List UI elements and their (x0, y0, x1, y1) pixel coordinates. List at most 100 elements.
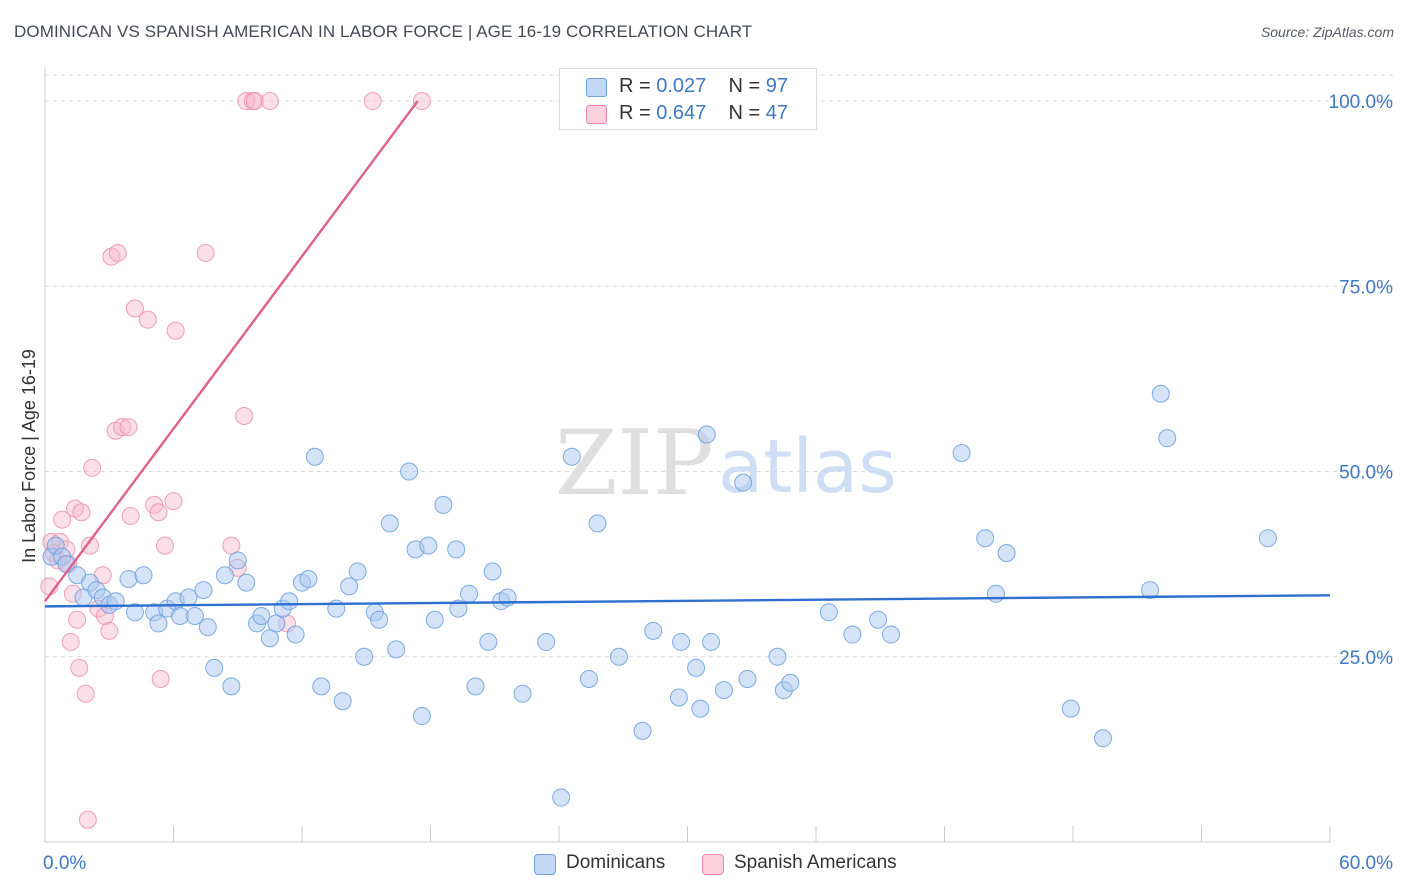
dominican-point (672, 632, 691, 651)
spanish-american-point (155, 536, 174, 555)
legend-label-dominicans: Dominicans (566, 852, 666, 873)
dominican-point (479, 632, 498, 651)
dominican-point (819, 603, 838, 622)
legend-swatch-blue (534, 854, 556, 875)
spanish-american-point (76, 684, 95, 703)
dominican-point (881, 625, 900, 644)
legend-n-label: N = (728, 102, 766, 124)
y-tick-label: 100.0% (1329, 92, 1394, 113)
spanish-american-point (412, 92, 431, 111)
dominican-point (149, 614, 168, 633)
spanish-american-points (40, 92, 431, 829)
spanish-american-point (125, 299, 144, 318)
watermark-atlas: atlas (718, 424, 897, 510)
dominican-point (348, 562, 367, 581)
dominican-point (781, 673, 800, 692)
dominican-point (1093, 729, 1112, 748)
spanish-american-point (70, 658, 89, 677)
dominican-point (537, 632, 556, 651)
dominican-point (260, 629, 279, 648)
dominican-point (434, 495, 453, 514)
correlation-legend: R = 0.027 N = 97 R = 0.647 N = 47 (559, 68, 817, 130)
dominican-point (714, 681, 733, 700)
legend-n-value: 97 (765, 75, 789, 97)
legend-r-label: R = (619, 102, 657, 124)
spanish-american-point (138, 310, 157, 329)
x-tick-label-max: 60.0% (1339, 853, 1393, 874)
axes (44, 68, 1331, 843)
dominican-point (1258, 529, 1277, 548)
dominican-point (1158, 429, 1177, 448)
dominican-point (419, 536, 438, 555)
dominican-point (1061, 699, 1080, 718)
source-label: Source: ZipAtlas.com (1260, 24, 1394, 40)
spanish-american-point (164, 492, 183, 511)
dominican-point (286, 625, 305, 644)
dominican-point (198, 618, 217, 637)
dominican-point (483, 562, 502, 581)
dominican-point (237, 573, 256, 592)
dominican-point (997, 544, 1016, 563)
watermark: ZIP atlas (555, 411, 897, 516)
spanish-american-point (149, 503, 168, 522)
dominican-point (355, 647, 374, 666)
dominican-point (562, 447, 581, 466)
dominican-point (280, 592, 299, 611)
dominican-point (380, 514, 399, 533)
dominican-point (768, 647, 787, 666)
spanish-american-point (222, 536, 241, 555)
spanish-american-point (53, 510, 72, 529)
dominican-trend-line (44, 594, 1331, 608)
spanish-american-point (196, 243, 215, 262)
dominican-point (687, 658, 706, 677)
spanish-american-point (119, 418, 138, 437)
dominican-point (194, 581, 213, 600)
dominican-point (400, 462, 419, 481)
legend-swatch-pink (586, 105, 607, 124)
dominican-point (449, 599, 468, 618)
dominican-point (702, 632, 721, 651)
dominican-point (106, 592, 125, 611)
y-tick-label: 25.0% (1339, 648, 1393, 669)
y-tick-label: 50.0% (1339, 463, 1393, 484)
dominican-point (134, 566, 153, 585)
spanish-american-point (363, 92, 382, 111)
legend-r-value: 0.027 (656, 75, 707, 97)
dominican-point (205, 658, 224, 677)
dominican-point (119, 569, 138, 588)
dominican-point (734, 473, 753, 492)
dominican-point (125, 603, 144, 622)
legend-label-spanish-americans: Spanish Americans (734, 852, 897, 873)
legend-swatch-blue (586, 78, 607, 97)
dominican-point (691, 699, 710, 718)
dominican-point (460, 584, 479, 603)
dominican-point (644, 621, 663, 640)
dominican-point (333, 692, 352, 711)
dominican-point (669, 688, 688, 707)
dominican-point (697, 425, 716, 444)
dominican-point (513, 684, 532, 703)
y-tick-label: 75.0% (1339, 277, 1393, 298)
spanish-american-point (245, 92, 264, 111)
dominican-point (986, 584, 1005, 603)
dominican-point (1151, 384, 1170, 403)
spanish-american-point (83, 458, 102, 477)
chart-title: DOMINICAN VS SPANISH AMERICAN IN LABOR F… (14, 22, 753, 41)
dominican-point (412, 707, 431, 726)
dominican-point (370, 610, 389, 629)
dominican-point (869, 610, 888, 629)
spanish-american-point (121, 506, 140, 525)
dominican-point (466, 677, 485, 696)
dominican-point (447, 540, 466, 559)
dominican-point (170, 607, 189, 626)
dominican-point (267, 614, 286, 633)
spanish-american-point (166, 321, 185, 340)
dominican-point (552, 788, 571, 807)
spanish-american-trend-line (44, 100, 419, 602)
dominican-point (185, 607, 204, 626)
spanish-american-point (72, 503, 91, 522)
dominican-point (588, 514, 607, 533)
dominican-point (738, 669, 757, 688)
dominican-point (222, 677, 241, 696)
legend-n-label: N = (728, 75, 766, 97)
